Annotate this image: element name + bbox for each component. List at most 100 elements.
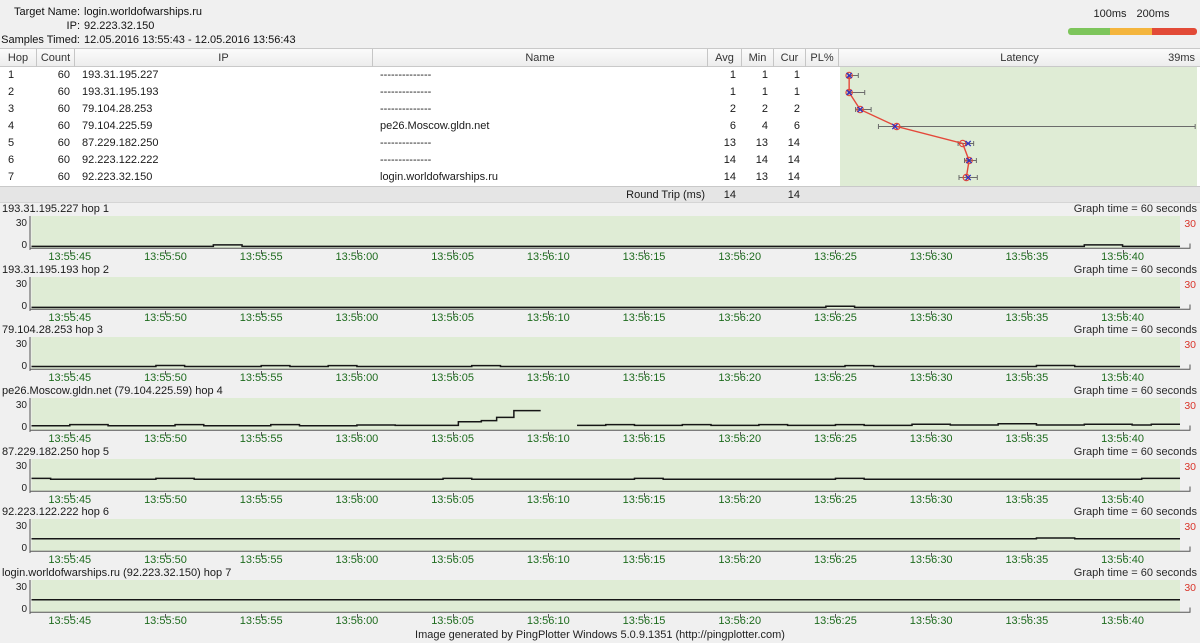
time-tick-label: 13:55:50 <box>144 554 187 566</box>
time-tick-label: 13:56:20 <box>718 554 762 566</box>
latency-series-line <box>31 244 1180 248</box>
hop-timeline-plot[interactable]: 30 0 30 <box>0 459 1200 494</box>
round-trip-label: Round Trip (ms) <box>626 189 705 201</box>
samples-timed-row: Samples Timed: 12.05.2016 13:55:43 - 12.0… <box>0 34 296 47</box>
time-tick-label: 13:56:30 <box>909 615 953 627</box>
table-row-hop-7[interactable]: 7 60 92.223.32.150 login.worldofwarships.ru… <box>0 169 840 186</box>
cell-cur: 14 <box>787 137 800 149</box>
table-row-hop-6[interactable]: 6 60 92.223.122.222 -------------- 14 14 14 <box>0 152 840 169</box>
cell-avg: 1 <box>729 86 736 98</box>
time-tick-label: 13:55:45 <box>48 554 92 566</box>
time-tick-mark <box>1122 493 1124 497</box>
time-tick-mark <box>548 250 550 254</box>
time-tick-label: 13:56:05 <box>431 615 475 627</box>
table-row-hop-1[interactable]: 1 60 193.31.195.227 -------------- 1 1 1 <box>0 67 840 84</box>
time-tick-label: 13:56:15 <box>622 554 666 566</box>
hop-timeline-plot[interactable]: 30 0 30 <box>0 580 1200 615</box>
time-tick-mark <box>548 432 550 436</box>
y-axis-30-label: 30 <box>15 582 27 593</box>
time-tick-label: 13:56:05 <box>431 372 475 384</box>
y-axis-0-label: 0 <box>21 361 27 372</box>
time-tick-mark <box>452 553 454 557</box>
col-header-avg: Avg <box>708 49 742 67</box>
cell-min: 13 <box>755 137 768 149</box>
time-tick-label: 13:56:00 <box>335 312 379 324</box>
time-tick-label: 13:56:10 <box>526 494 570 506</box>
time-tick-label: 13:55:50 <box>144 312 187 324</box>
cell-count: 60 <box>57 137 70 149</box>
strip-header: 193.31.195.193 hop 2 Graph time = 60 seco… <box>0 264 1200 277</box>
time-tick-label: 13:56:20 <box>718 251 762 263</box>
cell-avg: 2 <box>729 103 736 115</box>
hop-graph-strip-7: login.worldofwarships.ru (92.223.32.150)… <box>0 567 1200 628</box>
cell-min: 1 <box>761 69 768 81</box>
graph-time-label: Graph time = 60 seconds <box>1073 264 1197 276</box>
cell-pl <box>807 135 835 152</box>
time-tick-mark <box>644 432 646 436</box>
latency-series-line <box>31 305 1180 309</box>
right-scale-30-label: 30 <box>1184 339 1196 351</box>
time-tick-mark <box>356 250 358 254</box>
table-row-hop-5[interactable]: 5 60 87.229.182.250 -------------- 13 13 14 <box>0 135 840 152</box>
time-tick-mark <box>1026 250 1028 254</box>
latency-header-text: Latency <box>1000 52 1039 64</box>
time-tick-label: 13:56:25 <box>814 494 857 506</box>
cell-ip: 79.104.225.59 <box>82 120 153 132</box>
time-tick-mark <box>835 250 837 254</box>
y-axis-30-label: 30 <box>15 521 27 532</box>
legend-red-segment <box>1152 28 1197 35</box>
latency-series-line <box>31 537 1180 540</box>
right-scale-30-label: 30 <box>1184 279 1196 291</box>
time-tick-mark <box>69 311 71 315</box>
time-tick-mark <box>835 493 837 497</box>
hop-timeline-plot[interactable]: 30 0 30 <box>0 216 1200 251</box>
table-row-hop-4[interactable]: 4 60 79.104.225.59 pe26.Moscow.gldn.net 6 4 6 <box>0 118 840 135</box>
latency-summary-chart[interactable] <box>840 67 1197 186</box>
cell-cur: 14 <box>787 171 800 183</box>
hop-timeline-plot[interactable]: 30 0 30 <box>0 277 1200 312</box>
time-tick-label: 13:56:05 <box>431 433 475 445</box>
hop-timeline-plot[interactable]: 30 0 30 <box>0 519 1200 554</box>
col-header-ip: IP <box>75 49 373 67</box>
time-tick-label: 13:55:55 <box>239 554 283 566</box>
y-axis-30-label: 30 <box>15 339 27 350</box>
time-tick-label: 13:56:25 <box>814 372 857 384</box>
cell-name: -------------- <box>380 103 432 115</box>
avg-marker-circle <box>856 105 864 114</box>
cell-hop: 3 <box>8 103 15 115</box>
graph-time-label: Graph time = 60 seconds <box>1073 567 1197 579</box>
time-tick-label: 13:56:40 <box>1101 433 1144 445</box>
cur-marker-x <box>966 157 973 164</box>
time-tick-mark <box>452 432 454 436</box>
time-tick-label: 13:56:00 <box>335 251 379 263</box>
time-tick-mark <box>739 614 741 618</box>
avg-marker-circle <box>892 122 901 131</box>
time-tick-mark <box>931 311 933 315</box>
hop-timeline-plot[interactable]: 30 0 30 <box>0 337 1200 372</box>
time-tick-label: 13:56:35 <box>1005 615 1049 627</box>
time-tick-label: 13:55:45 <box>48 372 92 384</box>
time-tick-label: 13:55:55 <box>239 251 283 263</box>
right-scale-30-label: 30 <box>1184 521 1196 533</box>
strip-plot-background <box>31 580 1180 612</box>
hop-timeline-plot[interactable]: 30 0 30 <box>0 398 1200 433</box>
cell-hop: 1 <box>8 69 15 81</box>
cell-cur: 2 <box>793 103 800 115</box>
time-tick-mark <box>1026 371 1028 375</box>
cur-marker-x <box>846 89 853 96</box>
table-row-hop-3[interactable]: 3 60 79.104.28.253 -------------- 2 2 2 <box>0 101 840 118</box>
strip-title: 87.229.182.250 hop 5 <box>2 446 110 458</box>
time-tick-mark <box>1122 250 1124 254</box>
time-tick-label: 13:56:40 <box>1101 554 1144 566</box>
time-tick-mark <box>356 553 358 557</box>
avg-marker-circle <box>845 88 853 97</box>
cell-avg: 13 <box>723 137 736 149</box>
time-tick-mark <box>1122 553 1124 557</box>
strip-header: 87.229.182.250 hop 5 Graph time = 60 seco… <box>0 446 1200 459</box>
strip-header: pe26.Moscow.gldn.net (79.104.225.59) hop… <box>0 385 1200 398</box>
time-tick-mark <box>931 493 933 497</box>
time-tick-label: 13:55:55 <box>239 312 283 324</box>
table-row-hop-2[interactable]: 2 60 193.31.195.193 -------------- 1 1 1 <box>0 84 840 101</box>
time-tick-mark <box>69 371 71 375</box>
latency-series-line <box>31 477 1180 480</box>
